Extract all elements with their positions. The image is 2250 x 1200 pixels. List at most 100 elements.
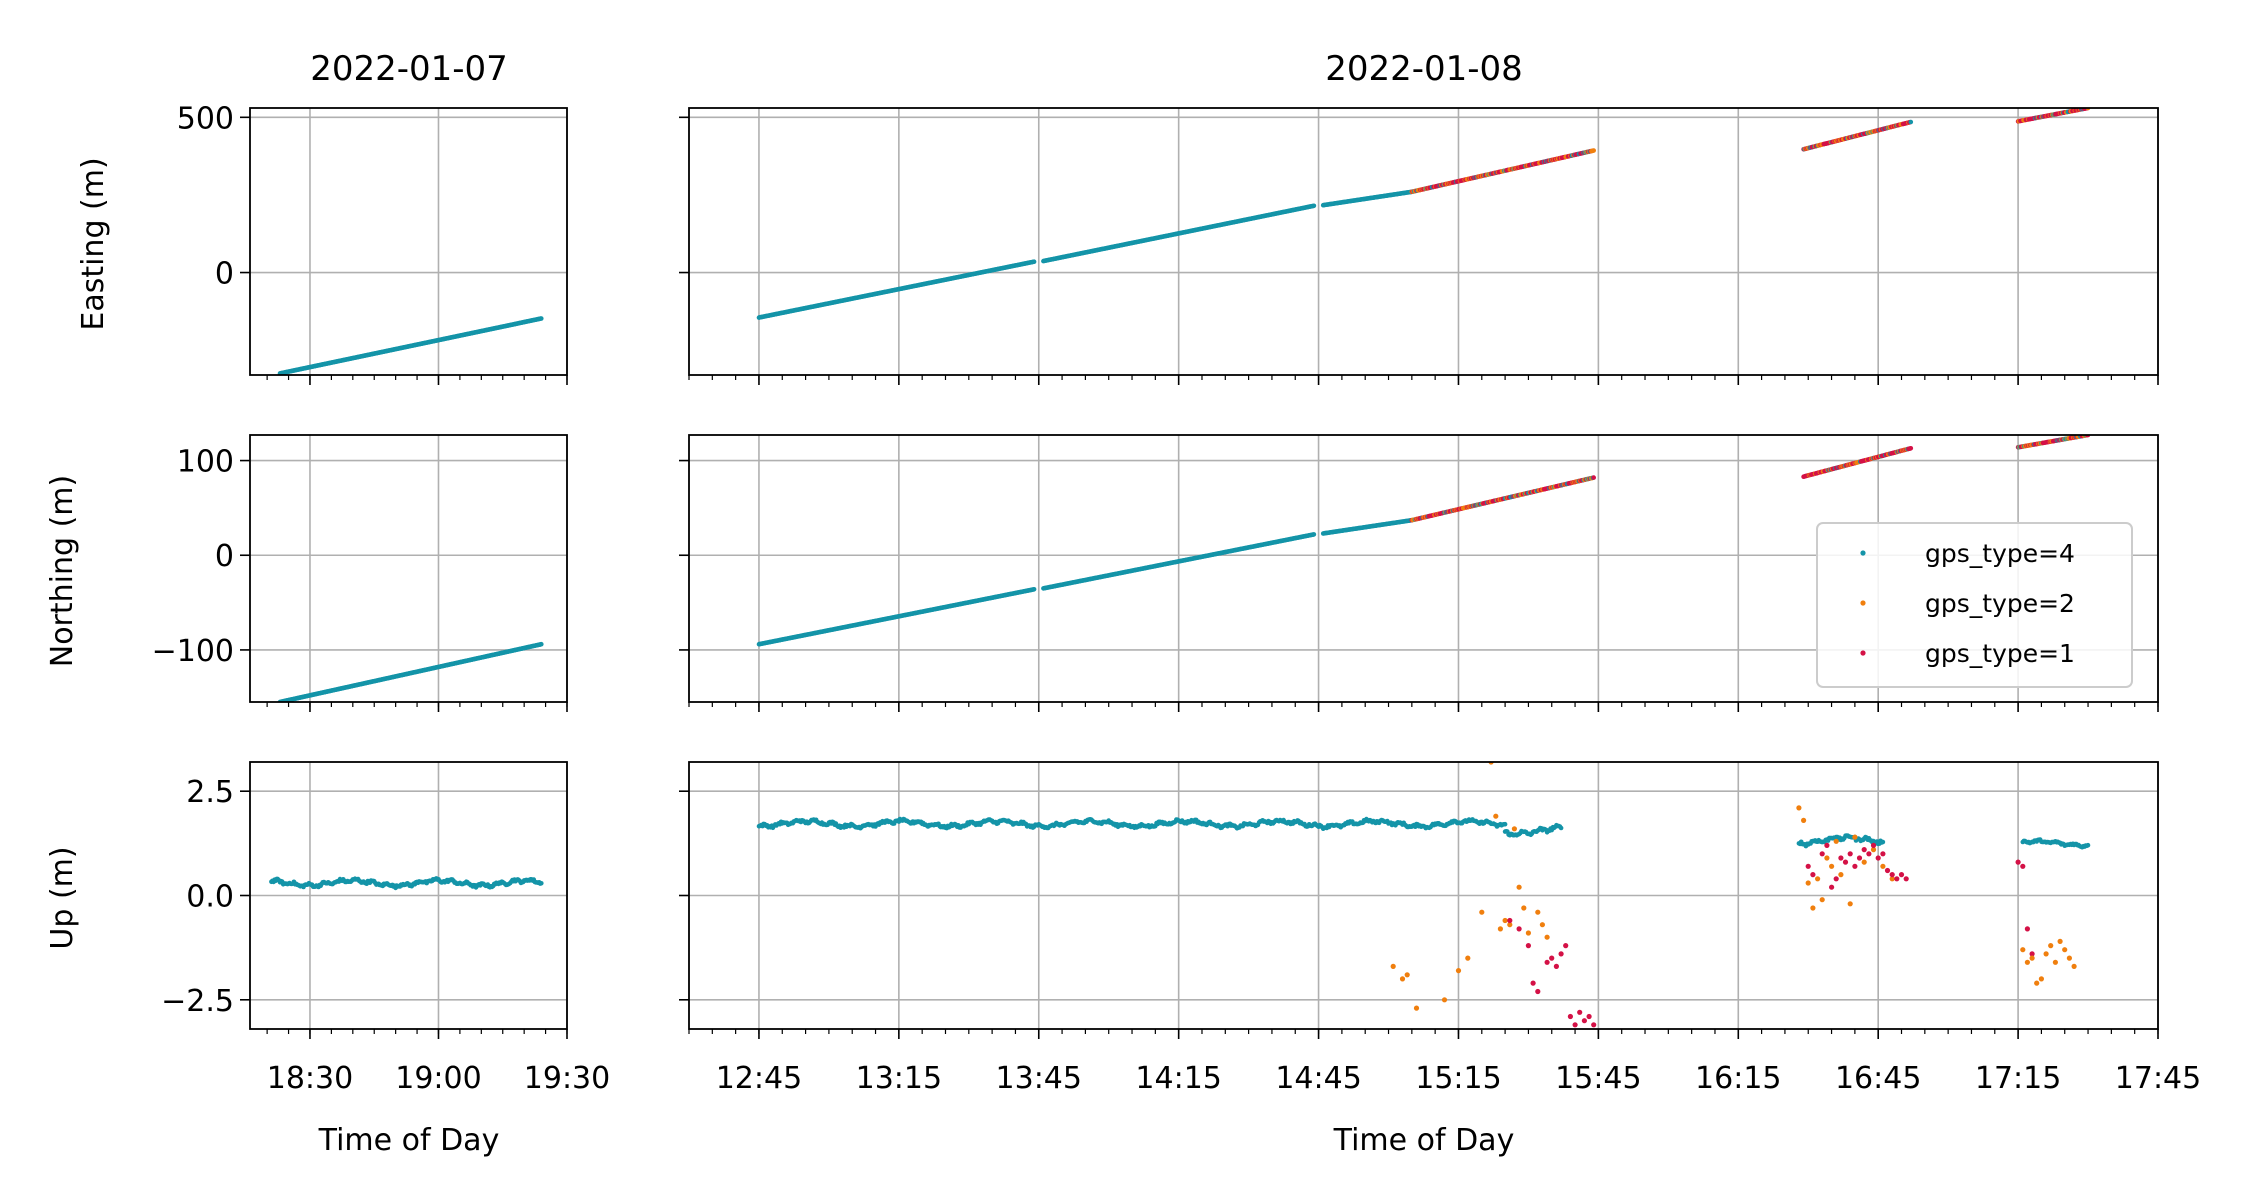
data-point-type-2 — [2052, 959, 2058, 965]
legend-marker-gps-type-4 — [1860, 550, 1866, 556]
legend-marker-gps-type-2 — [1860, 600, 1866, 606]
y-tick-label-r0-1: 0 — [215, 257, 234, 292]
data-point-type-1 — [1586, 1013, 1592, 1020]
data-point-type-2 — [1441, 997, 1448, 1003]
data-point-type-2 — [1399, 976, 1406, 982]
data-point-type-1 — [1889, 872, 1895, 878]
axes-frame-r0-d2 — [688, 107, 2159, 376]
x-tick-label-d2-9: 17:15 — [1975, 1061, 2061, 1096]
legend: gps_type=4 gps_type=2 gps_type=1 — [1816, 522, 2133, 688]
data-point-type-2 — [1833, 838, 1839, 844]
data-point-type-2 — [2057, 938, 2063, 945]
data-point-type-1 — [1880, 851, 1886, 857]
data-point-type-1 — [1567, 1013, 1573, 1020]
x-tick-label-d1-1: 19:00 — [395, 1061, 481, 1096]
data-point-type-1 — [1805, 863, 1811, 869]
data-point-type-2 — [1829, 863, 1835, 869]
data-point-type-1 — [1577, 1009, 1583, 1015]
data-point-type-1 — [2024, 926, 2030, 932]
data-point-type-2 — [1507, 922, 1513, 928]
data-point-type-1 — [1856, 855, 1863, 861]
data-point — [1031, 259, 1037, 265]
series-group-r0-d2 — [756, 108, 2091, 320]
data-point-type-2 — [1870, 847, 1877, 853]
data-layer — [269, 108, 2091, 1028]
data-point-type-2 — [1801, 817, 1807, 824]
data-point-type-2 — [1880, 863, 1886, 869]
data-point-type-2 — [2066, 955, 2072, 961]
x-tick-label-d2-2: 13:45 — [996, 1061, 1082, 1096]
data-point-type-2 — [1535, 909, 1541, 915]
data-point-type-1 — [1544, 959, 1550, 965]
data-point-type-2 — [2043, 951, 2049, 957]
data-point-type-1 — [1507, 917, 1513, 924]
data-point-type-1 — [1875, 855, 1881, 861]
y-tick-label-r2-2: −2.5 — [161, 984, 234, 1019]
data-point — [1908, 119, 1914, 125]
y-tick-label-r0-0: 500 — [177, 101, 234, 136]
data-point-type-1 — [1847, 851, 1853, 857]
data-point-type-2 — [1819, 897, 1825, 903]
data-point-type-1 — [1861, 847, 1867, 853]
title-day1: 2022-01-07 — [310, 49, 508, 89]
data-point-type-2 — [2029, 955, 2035, 961]
data-point — [539, 641, 544, 647]
axes-frame-r2-d1 — [249, 761, 568, 1030]
data-point-type-2 — [1525, 930, 1531, 936]
data-point-type-1 — [1516, 926, 1522, 932]
data-point-type-1 — [1572, 1022, 1578, 1028]
data-point — [1558, 825, 1564, 831]
series-group-r1-d2 — [756, 435, 2091, 647]
xlabel-day1: Time of Day — [318, 1123, 500, 1158]
x-tick-label-d2-5: 15:15 — [1415, 1061, 1501, 1096]
x-tick-label-d2-8: 16:45 — [1835, 1061, 1921, 1096]
data-point-type-2 — [1404, 972, 1410, 978]
xlabel-day2: Time of Day — [1333, 1123, 1515, 1158]
data-point — [1880, 839, 1886, 845]
data-point-type-1 — [1852, 863, 1858, 869]
data-point-type-2 — [1465, 955, 1471, 961]
axes-frame-r0-d1 — [249, 107, 568, 376]
x-tick-label-d2-0: 12:45 — [716, 1061, 802, 1096]
data-point-type-2 — [1838, 872, 1844, 878]
data-point-type-1 — [1870, 842, 1877, 849]
data-point-type-2 — [1861, 859, 1867, 865]
data-point-type-2 — [1516, 884, 1522, 890]
axes-frame-r2-d2 — [688, 761, 2159, 1030]
data-point-type-1 — [2020, 863, 2026, 869]
x-tick-label-d2-3: 14:15 — [1135, 1061, 1221, 1096]
data-point-type-2 — [1390, 963, 1396, 970]
scatter-points-up-day2 — [1390, 762, 2077, 1028]
y-tick-label-r1-0: 100 — [177, 445, 234, 480]
data-point-type-2 — [1493, 813, 1499, 819]
legend-label-gps-type-2: gps_type=2 — [1925, 589, 2075, 618]
data-point-type-2 — [1413, 1005, 1420, 1011]
data-point-type-2 — [1852, 834, 1858, 840]
data-point-type-2 — [1479, 909, 1485, 915]
x-tick-label-d1-0: 18:30 — [267, 1061, 353, 1096]
data-point — [1591, 475, 1596, 480]
ylabel-up: Up (m) — [45, 846, 80, 949]
series-group-r0-d1 — [277, 316, 544, 375]
x-tick-label-d1-2: 19:30 — [524, 1061, 610, 1096]
data-point-type-2 — [1544, 934, 1550, 940]
data-point-type-1 — [1819, 851, 1825, 857]
data-point-type-2 — [1511, 826, 1517, 832]
data-point-type-2 — [1497, 926, 1503, 932]
data-point-type-2 — [1796, 805, 1802, 811]
data-point-type-1 — [1525, 943, 1531, 949]
axes-frame-r1-d2 — [688, 434, 2159, 703]
text-layer: 2022-01-07 2022-01-08 Time of Day Time o… — [45, 49, 1523, 1158]
data-point-type-1 — [1838, 855, 1844, 861]
x-tick-label-d2-7: 16:15 — [1695, 1061, 1781, 1096]
data-point — [2085, 842, 2091, 848]
data-point-type-2 — [1847, 901, 1853, 907]
data-point-type-2 — [1889, 876, 1895, 882]
ylabel-northing: Northing (m) — [45, 475, 80, 667]
y-tick-label-r1-1: 0 — [215, 539, 234, 574]
series-group-r1-d1 — [277, 641, 544, 702]
x-tick-label-d2-4: 14:45 — [1275, 1061, 1361, 1096]
data-point-type-1 — [1903, 876, 1909, 882]
